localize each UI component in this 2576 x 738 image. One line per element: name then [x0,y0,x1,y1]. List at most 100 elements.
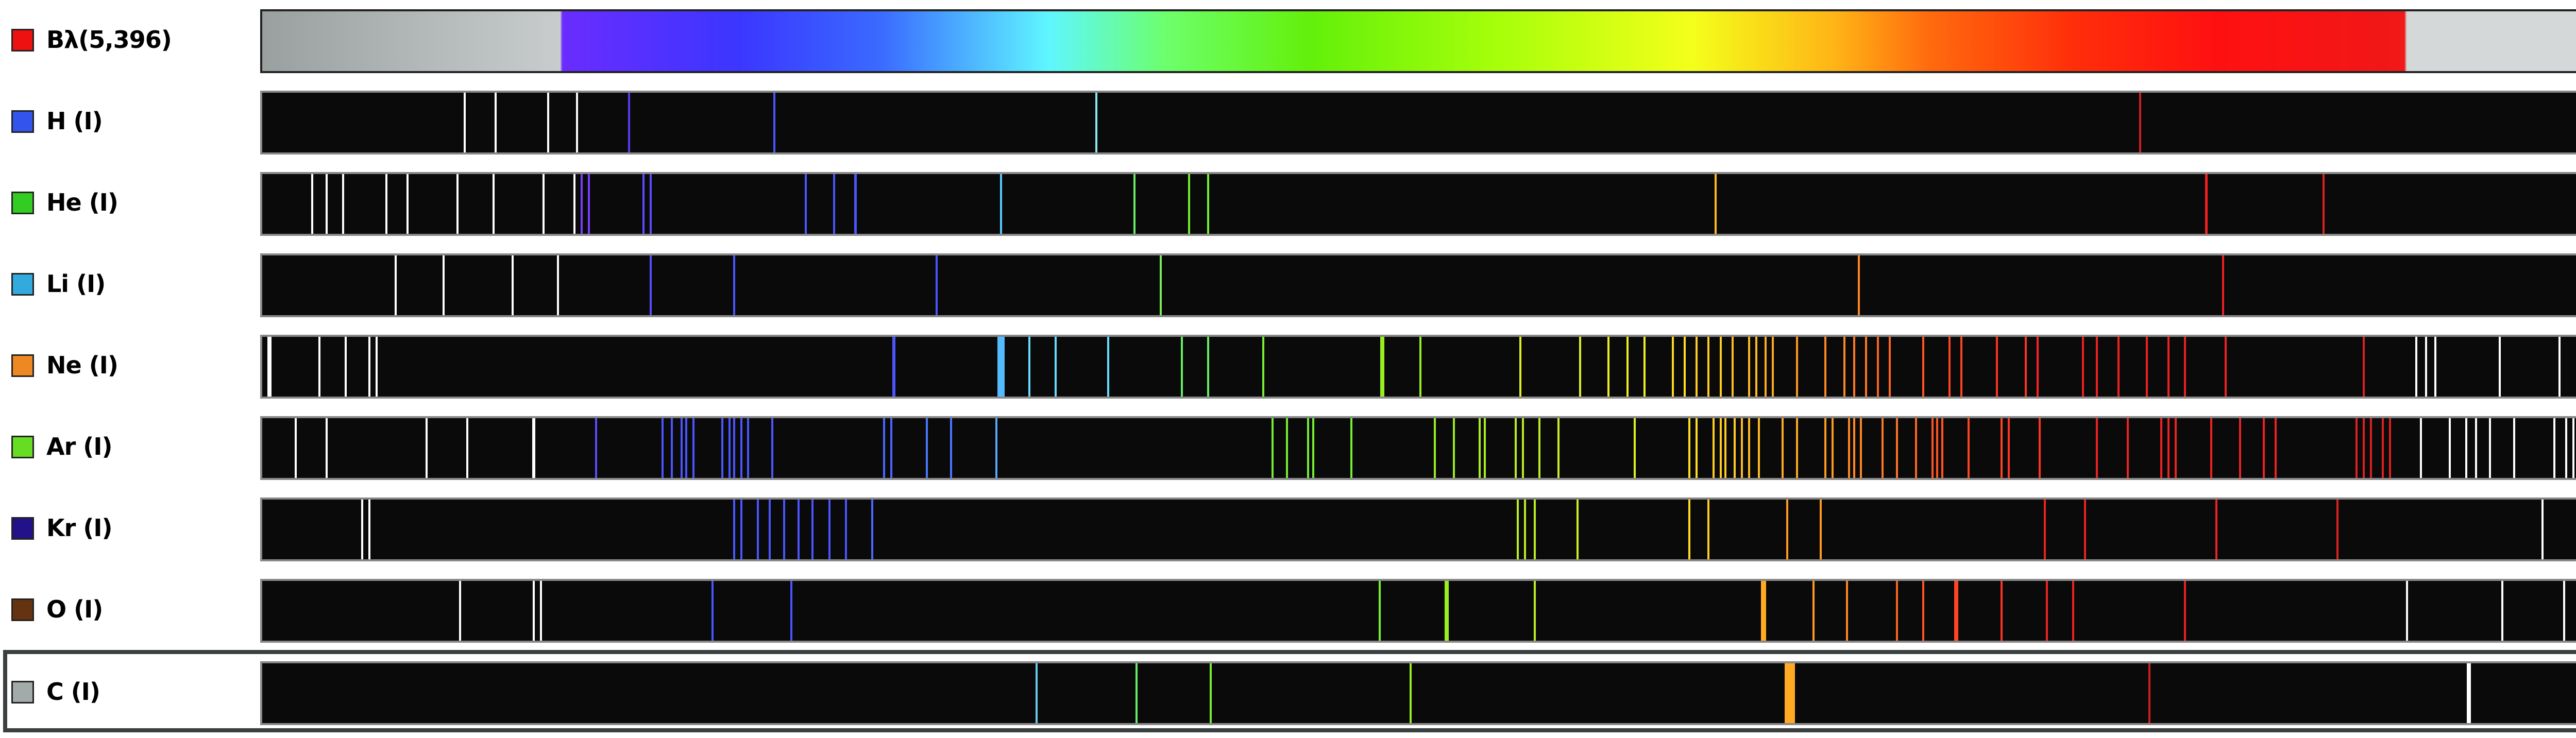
spectral-line-c-0 [1036,663,1038,723]
spectral-line-h-0 [464,93,466,152]
spectral-line-he-0 [311,174,313,234]
spectral-line-ne-4 [376,337,378,397]
spectral-line-ne-30 [1796,337,1798,397]
spectral-line-ar-5 [595,418,597,478]
reference-spectrum-gradient[interactable] [260,9,2576,73]
spectral-line-ne-47 [2167,337,2170,397]
spectral-line-li-0 [395,255,397,315]
spectrum-strip-o[interactable] [260,579,2576,643]
spectral-line-kr-5 [769,500,771,559]
spectral-line-he-8 [573,174,575,234]
spectral-line-he-2 [342,174,344,234]
spectral-line-ne-29 [1772,337,1774,397]
spectral-line-ar-7 [671,418,673,478]
spectral-line-h-6 [1095,93,1097,152]
spectral-line-o-6 [1445,581,1449,641]
spectral-line-ar-8 [681,418,683,478]
element-label-kr: Kr (I) [46,514,113,542]
spectral-line-ne-52 [2425,337,2427,397]
spectral-line-kr-18 [1786,500,1788,559]
spectral-line-ar-22 [1272,418,1274,478]
spectral-line-ar-49 [1848,418,1850,478]
spectral-line-ne-41 [2025,337,2027,397]
spectrum-strip-ne[interactable] [260,335,2576,399]
spectral-line-h-3 [576,93,578,152]
spectrum-row-o[interactable]: O (I) [0,570,2576,644]
spectral-line-ne-27 [1755,337,1757,397]
spectral-line-li-7 [1160,255,1162,315]
spectral-line-ne-33 [1853,337,1855,397]
spectral-line-ar-19 [926,418,928,478]
spectrum-row-kr[interactable]: Kr (I) [0,488,2576,563]
spectrum-row-c[interactable]: C (I) [0,652,2576,727]
spectrum-strip-li[interactable] [260,253,2576,317]
spectral-line-h-7 [2139,93,2141,152]
spectral-line-ne-34 [1865,337,1867,397]
spectrum-row-he[interactable]: He (I) [0,163,2576,237]
spectral-line-ne-19 [1643,337,1646,397]
spectral-line-he-16 [1000,174,1002,234]
color-swatch-he [11,192,34,214]
reference-row[interactable]: Bλ(5,396) [0,0,2576,75]
spectral-line-c-4 [1785,663,1795,723]
spectral-line-ne-36 [1889,337,1891,397]
spectral-line-c-1 [1136,663,1138,723]
spectral-line-ar-11 [721,418,723,478]
spectral-line-o-2 [540,581,542,641]
spectral-line-ne-1 [318,337,320,397]
color-swatch-ar [11,436,34,458]
spectral-line-ar-72 [2363,418,2365,478]
spectral-line-ne-17 [1607,337,1609,397]
spectral-line-ar-35 [1634,418,1636,478]
spectral-line-ar-55 [1931,418,1934,478]
spectral-line-ar-56 [1936,418,1938,478]
spectral-line-li-1 [443,255,445,315]
spectral-line-ar-0 [295,418,297,478]
spectral-line-o-14 [2001,581,2003,641]
spectral-line-ar-58 [1968,418,1970,478]
spectral-line-c-2 [1210,663,1212,723]
spectral-line-ar-84 [2572,418,2574,478]
spectral-line-ar-29 [1479,418,1481,478]
element-label-o: O (I) [46,595,103,623]
spectrum-strip-ar[interactable] [260,416,2576,480]
spectral-line-ar-60 [2008,418,2010,478]
spectrum-strip-c[interactable] [260,661,2576,725]
spectral-line-ne-42 [2037,337,2039,397]
spectral-line-ne-18 [1626,337,1629,397]
spectral-line-ar-17 [883,418,885,478]
element-label-he: He (I) [46,188,118,216]
spectral-line-o-18 [2406,581,2408,641]
spectral-line-o-4 [790,581,792,641]
spectral-line-ne-44 [2096,337,2098,397]
spectral-line-ne-12 [1262,337,1264,397]
spectral-line-kr-0 [361,500,363,559]
spectral-line-he-10 [588,174,590,234]
spectral-line-kr-17 [1707,500,1709,559]
spectral-line-ar-52 [1882,418,1884,478]
spectral-line-ar-82 [2553,418,2555,478]
spectral-line-ne-25 [1732,337,1734,397]
spectral-line-o-19 [2501,581,2503,641]
spectrum-row-ar[interactable]: Ar (I) [0,407,2576,482]
spectral-line-ar-81 [2513,418,2515,478]
spectral-line-ne-14 [1419,337,1421,397]
spectral-line-he-21 [2205,174,2208,234]
element-label-ne: Ne (I) [46,351,118,379]
spectral-line-ar-78 [2465,418,2467,478]
spectrum-strip-he[interactable] [260,172,2576,236]
spectral-line-ar-30 [1484,418,1486,478]
color-swatch-c [11,681,34,703]
spectral-line-kr-21 [2084,500,2086,559]
spectrum-row-li[interactable]: Li (I) [0,244,2576,319]
spectrum-strip-kr[interactable] [260,497,2576,561]
spectral-line-he-18 [1188,174,1190,234]
spectral-line-kr-10 [845,500,847,559]
spectral-line-ne-2 [345,337,347,397]
element-label-h: H (I) [46,107,103,135]
spectrum-row-h[interactable]: H (I) [0,81,2576,156]
spectral-line-ar-48 [1832,418,1834,478]
spectrum-row-ne[interactable]: Ne (I) [0,325,2576,400]
spectral-line-ne-28 [1765,337,1767,397]
spectrum-strip-h[interactable] [260,91,2576,155]
